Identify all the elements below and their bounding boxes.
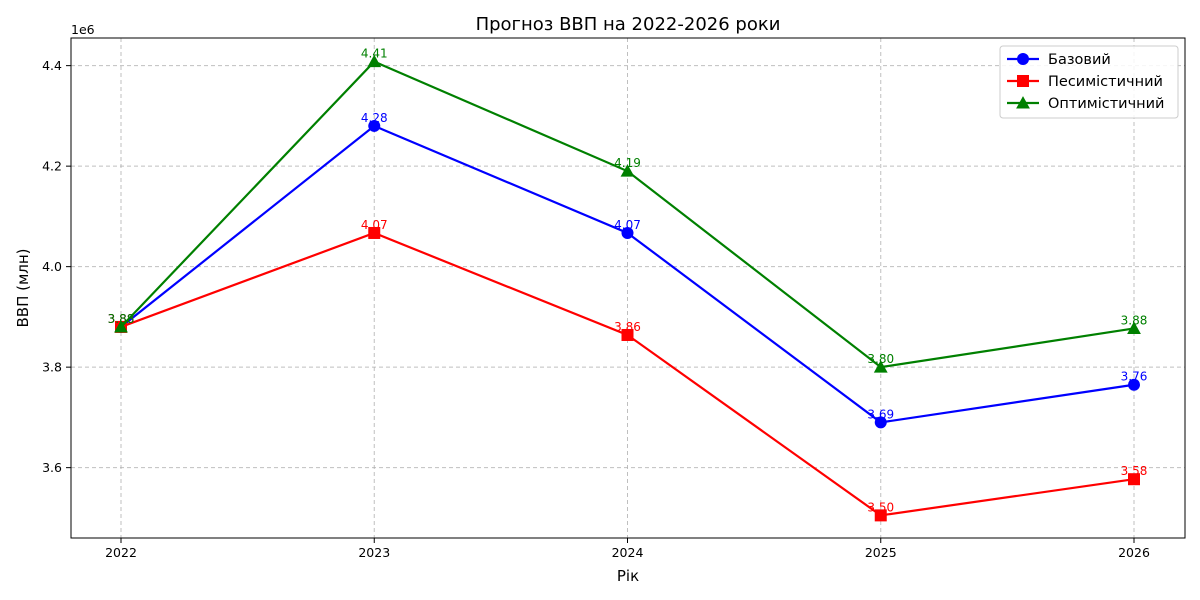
- y-tick-label-3.8: 3.8: [42, 360, 62, 375]
- x-tick-label-2026: 2026: [1118, 545, 1150, 560]
- point-2-2023: [367, 54, 382, 68]
- legend-marker-1: [1017, 75, 1029, 87]
- legend-item-1: Песимістичний: [1007, 74, 1163, 90]
- data-label-0-2024: 4.07: [614, 218, 641, 232]
- data-label-1-2024: 3.86: [614, 320, 641, 334]
- legend-box: [999, 45, 1179, 119]
- series-2: 3.88 4.41 4.19 3.80 3.88: [108, 47, 1148, 373]
- x-axis-label: Рік: [617, 567, 639, 585]
- y-tick-label-3.6: 3.6: [42, 460, 62, 475]
- legend: Базовий Песимістичний Оптимістичний: [999, 45, 1179, 119]
- legend-item-2: Оптимістичний: [1007, 96, 1164, 112]
- point-0-2025: [874, 416, 887, 429]
- point-1-2025: [874, 509, 887, 522]
- data-label-1-2022: 3.88: [108, 312, 135, 326]
- data-label-0-2022: 3.88: [108, 312, 135, 326]
- y-axis-label: ВВП (млн): [14, 248, 32, 327]
- x-tick-label-2023: 2023: [358, 545, 390, 560]
- y-offset-label: 1e6: [71, 22, 95, 37]
- point-2-2026: [1127, 321, 1141, 334]
- data-label-2-2025: 3.80: [867, 352, 894, 366]
- x-tick-label-2022: 2022: [105, 545, 137, 560]
- chart-title: Прогноз ВВП на 2022-2026 роки: [476, 14, 781, 35]
- data-label-0-2026: 3.76: [1121, 370, 1148, 384]
- legend-label-2: Оптимістичний: [1048, 96, 1164, 112]
- point-0-2024: [621, 226, 634, 239]
- series-0: 3.88 4.28 4.07 3.69 3.76: [108, 111, 1148, 429]
- axis-ticks: 2022 2023 2024 2025 2026 3.6 3.8 4.0 4.2 4.4: [42, 58, 1150, 560]
- data-label-2-2024: 4.19: [614, 156, 641, 170]
- data-label-0-2023: 4.28: [361, 111, 388, 125]
- x-tick-label-2024: 2024: [612, 545, 644, 560]
- point-0-2026: [1128, 378, 1140, 391]
- point-0-2023: [368, 119, 381, 132]
- data-label-2-2022: 3.88: [108, 312, 135, 326]
- point-1-2024: [621, 328, 634, 341]
- point-1-2023: [368, 226, 381, 239]
- data-label-0-2025: 3.69: [867, 407, 894, 421]
- point-2-2025: [873, 360, 888, 373]
- series-layer: 3.88 4.28 4.07 3.69 3.76 3.88 4.07 3.86 3.50 3.58…: [108, 47, 1148, 522]
- y-tick-label-4.4: 4.4: [42, 58, 62, 73]
- point-2-2024: [620, 164, 635, 177]
- x-tick-label-2025: 2025: [865, 545, 897, 560]
- y-tick-label-4.0: 4.0: [42, 259, 62, 274]
- legend-label-1: Песимістичний: [1048, 74, 1163, 90]
- legend-item-0: Базовий: [1007, 52, 1111, 68]
- legend-marker-0: [1017, 53, 1029, 65]
- point-2-2022: [114, 320, 128, 333]
- legend-marker-2: [1016, 96, 1030, 109]
- point-1-2026: [1128, 473, 1140, 486]
- y-tick-label-4.2: 4.2: [42, 159, 62, 174]
- data-label-1-2025: 3.50: [867, 500, 894, 514]
- legend-label-0: Базовий: [1048, 52, 1111, 68]
- data-label-1-2026: 3.58: [1121, 464, 1148, 478]
- data-label-2-2023: 4.41: [361, 47, 388, 61]
- data-label-2-2026: 3.88: [1121, 313, 1148, 327]
- data-label-1-2023: 4.07: [361, 218, 388, 232]
